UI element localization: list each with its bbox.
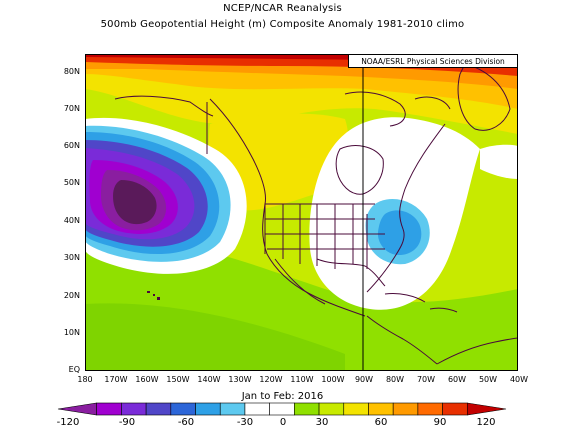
lon-label: 180 [77, 375, 93, 384]
anomaly-map [85, 54, 518, 371]
lat-label: 60N [63, 141, 80, 150]
colorbar-swatch [145, 402, 172, 416]
colorbar-swatch [96, 402, 122, 416]
lon-label: 40W [509, 375, 529, 384]
colorbar-label: -120 [56, 417, 80, 428]
colorbar-label: 120 [476, 417, 496, 428]
anomaly-field [85, 54, 518, 371]
colorbar [57, 402, 507, 416]
lon-label: 100W [321, 375, 345, 384]
lon-label: 70W [416, 375, 436, 384]
lat-label: 80N [63, 67, 80, 76]
colorbar-swatch [442, 402, 468, 416]
lon-label: 160W [135, 375, 159, 384]
colorbar-label: -30 [236, 417, 254, 428]
credit-label: NOAA/ESRL Physical Sciences Division [348, 54, 518, 68]
lat-label: 40N [63, 216, 80, 225]
lat-label: 30N [63, 253, 80, 262]
colorbar-swatch [219, 402, 246, 416]
lat-label: 20N [63, 291, 80, 300]
lon-label: 60W [447, 375, 467, 384]
colorbar-swatch [343, 402, 369, 416]
lon-label: 50W [478, 375, 498, 384]
colorbar-swatch [392, 402, 419, 416]
lon-label: 120W [259, 375, 283, 384]
colorbar-swatch [368, 402, 394, 416]
lat-label: 10N [63, 328, 80, 337]
lon-label: 170W [104, 375, 128, 384]
colorbar-label: 60 [374, 417, 388, 428]
colorbar-label: 30 [315, 417, 329, 428]
colorbar-label: 90 [433, 417, 447, 428]
colorbar-label: -60 [177, 417, 195, 428]
colorbar-swatch [195, 402, 221, 416]
map-title: NCEP/NCAR Reanalysis [223, 3, 342, 14]
lon-label: 110W [290, 375, 314, 384]
colorbar-swatch [57, 402, 98, 416]
date-range-label: Jan to Feb: 2016 [241, 391, 324, 402]
map-subtitle: 500mb Geopotential Height (m) Composite … [100, 19, 465, 30]
lat-label: 50N [63, 178, 80, 187]
colorbar-swatch [294, 402, 320, 416]
colorbar-swatch [417, 402, 443, 416]
colorbar-swatch [121, 402, 147, 416]
colorbar-label: 0 [279, 417, 287, 428]
lat-label: EQ [68, 365, 80, 374]
colorbar-label: -90 [118, 417, 136, 428]
lon-label: 80W [385, 375, 405, 384]
colorbar-swatch [318, 402, 345, 416]
lon-label: 130W [228, 375, 252, 384]
lat-label: 70N [63, 104, 80, 113]
lon-label: 90W [354, 375, 374, 384]
colorbar-swatch [466, 402, 507, 416]
lon-label: 140W [197, 375, 221, 384]
colorbar-swatch [269, 402, 295, 416]
colorbar-swatch [170, 402, 196, 416]
lon-label: 150W [166, 375, 190, 384]
colorbar-swatch [244, 402, 270, 416]
